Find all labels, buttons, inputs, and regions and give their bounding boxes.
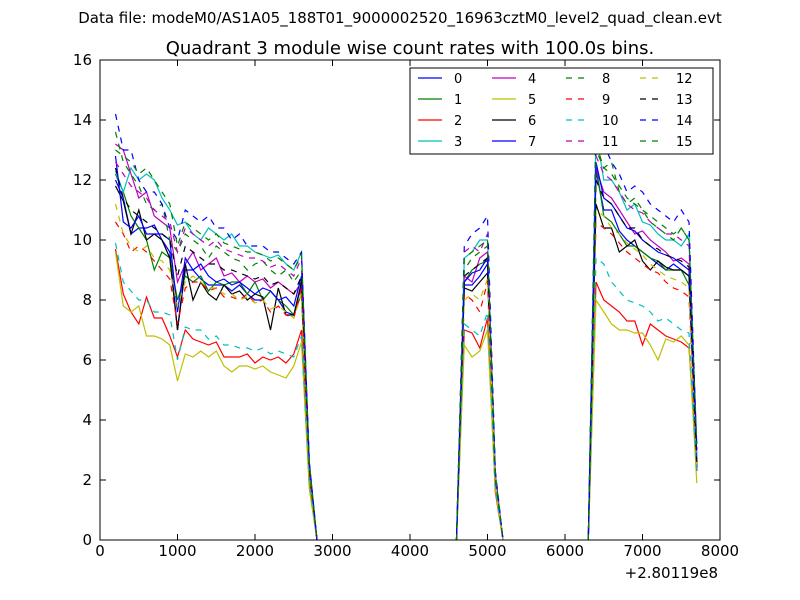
y-tick-label: 4 — [82, 411, 92, 429]
y-tick-label: 12 — [73, 171, 92, 189]
series-8-line-3 — [587, 143, 698, 541]
x-tick-label: 0 — [95, 542, 105, 560]
series-0-line-3 — [587, 170, 698, 541]
legend-label-5: 5 — [528, 93, 536, 108]
legend-label-9: 9 — [602, 93, 610, 108]
series-13 — [114, 167, 698, 541]
series-7 — [114, 155, 698, 541]
series-11 — [114, 155, 698, 541]
series-12 — [114, 203, 698, 541]
legend-label-2: 2 — [454, 114, 462, 129]
series-12-line-1 — [114, 203, 318, 541]
series-8 — [114, 131, 698, 541]
y-tick-label: 0 — [82, 531, 92, 549]
series-10-line-1 — [114, 242, 318, 541]
x-tick-label: 1000 — [158, 542, 196, 560]
series-14-line-3 — [587, 125, 698, 541]
y-tick-label: 8 — [82, 291, 92, 309]
legend-label-3: 3 — [454, 135, 462, 150]
x-tick-label: 2000 — [236, 542, 274, 560]
series-5-line-2 — [455, 329, 504, 541]
y-tick-label: 14 — [73, 111, 92, 129]
series-9-line-1 — [114, 221, 318, 541]
series-13-line-1 — [114, 167, 318, 541]
legend-label-15: 15 — [676, 135, 693, 150]
legend-label-14: 14 — [676, 114, 693, 129]
x-tick-label: 7000 — [623, 542, 661, 560]
legend-label-0: 0 — [454, 72, 462, 87]
x-tick-label: 4000 — [391, 542, 429, 560]
series-4-line-3 — [587, 167, 698, 541]
x-axis: 0 1000 2000 3000 4000 5000 6000 7000 8000 — [95, 60, 739, 560]
series-2-line-1 — [114, 248, 318, 541]
legend-label-1: 1 — [454, 93, 462, 108]
series-1-line-1 — [114, 173, 318, 541]
series-5-line-3 — [587, 298, 698, 541]
legend-label-4: 4 — [528, 72, 536, 87]
series-6-line-3 — [587, 203, 698, 541]
series-2-line-3 — [587, 281, 698, 541]
legend-label-12: 12 — [676, 72, 693, 87]
series-15-line-1 — [115, 149, 318, 541]
y-tick-label: 2 — [82, 471, 92, 489]
series-0 — [114, 170, 698, 541]
series-10-line-2 — [455, 311, 504, 541]
series-3-line-3 — [587, 131, 698, 541]
series-7-line-3 — [587, 161, 698, 541]
legend-label-11: 11 — [602, 135, 619, 150]
series-10-line-3 — [587, 256, 698, 541]
series-6 — [114, 185, 698, 541]
series-11-line-3 — [587, 155, 698, 541]
chart-title: Quadrant 3 module wise count rates with … — [166, 38, 655, 59]
chart-suptitle: Data file: modeM0/AS1A05_188T01_90000025… — [78, 9, 722, 28]
legend-label-8: 8 — [602, 72, 610, 87]
series-15 — [115, 149, 698, 541]
x-offset-label: +2.80119e8 — [625, 564, 718, 582]
series-3 — [114, 131, 698, 541]
y-tick-label: 10 — [73, 231, 92, 249]
legend-label-10: 10 — [602, 114, 619, 129]
y-tick-label: 6 — [82, 351, 92, 369]
legend-label-6: 6 — [528, 114, 536, 129]
series-11-line-1 — [114, 161, 318, 541]
series-4 — [115, 143, 698, 541]
series-5-line-1 — [114, 251, 318, 541]
plot-area — [114, 113, 698, 541]
series-9 — [114, 220, 698, 541]
series-10 — [114, 242, 698, 541]
series-13-line-3 — [587, 179, 698, 541]
series-6-line-1 — [114, 185, 318, 541]
series-8-line-1 — [114, 131, 318, 541]
x-tick-label: 5000 — [468, 542, 506, 560]
series-2 — [114, 248, 698, 541]
legend-label-13: 13 — [676, 93, 693, 108]
legend-label-7: 7 — [528, 135, 536, 150]
y-tick-label: 16 — [73, 51, 92, 69]
series-5 — [114, 251, 698, 541]
x-tick-label: 6000 — [546, 542, 584, 560]
series-14-line-1 — [114, 113, 318, 541]
series-15-line-2 — [455, 238, 504, 541]
series-12-line-2 — [455, 278, 504, 541]
legend-frame — [409, 67, 714, 155]
series-7-line-1 — [114, 155, 318, 541]
series-14 — [114, 113, 698, 541]
series-15-line-3 — [587, 149, 698, 541]
series-3-line-1 — [114, 166, 318, 541]
x-tick-label: 8000 — [701, 542, 739, 560]
x-tick-label: 3000 — [313, 542, 351, 560]
